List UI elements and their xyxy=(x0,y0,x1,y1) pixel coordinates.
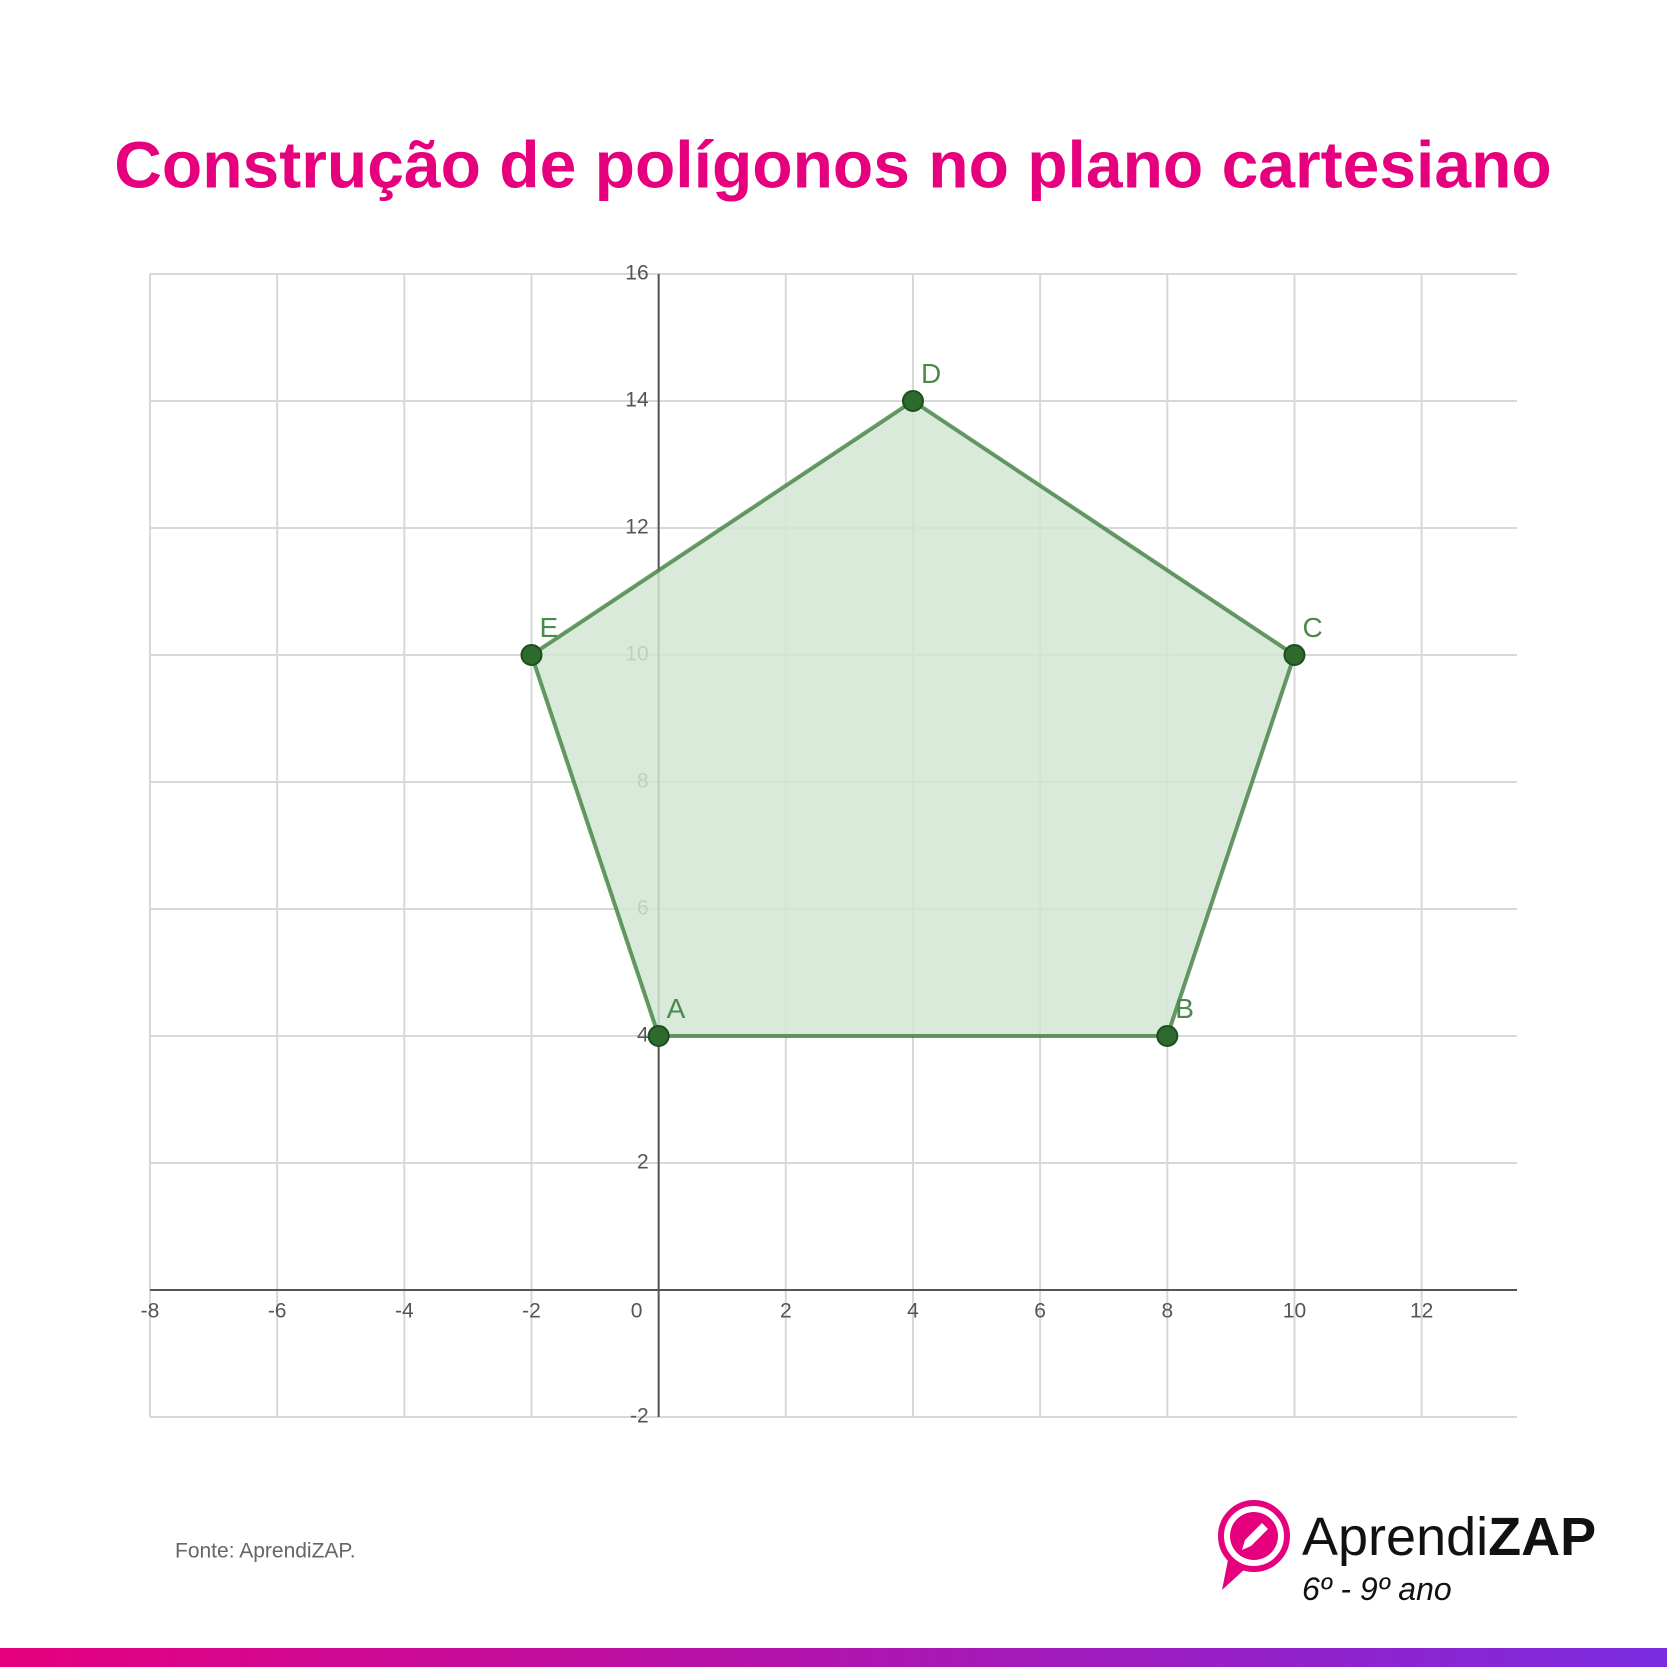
x-tick-label: -2 xyxy=(522,1300,541,1323)
x-tick-label: 6 xyxy=(1034,1300,1046,1323)
x-tick-label: 2 xyxy=(780,1300,792,1323)
x-tick-label: 12 xyxy=(1410,1300,1433,1323)
polygon xyxy=(529,398,1297,1038)
y-tick-label: 12 xyxy=(625,516,648,539)
vertex xyxy=(1156,1025,1179,1047)
y-tick-label: 4 xyxy=(637,1024,649,1047)
x-tick-label: 10 xyxy=(1283,1300,1306,1323)
x-tick-label: 4 xyxy=(907,1300,919,1323)
brand-light: Aprendi xyxy=(1302,1507,1488,1567)
x-tick-label: 8 xyxy=(1161,1300,1173,1323)
source: Fonte: AprendiZAP. xyxy=(175,1540,356,1563)
vertex-label: C xyxy=(1302,612,1322,643)
vertex-label: E xyxy=(539,612,558,643)
footer-bar xyxy=(0,1648,1667,1667)
x-tick-label: -4 xyxy=(395,1300,414,1323)
brand: AprendiZAP xyxy=(1302,1507,1596,1567)
vertex xyxy=(647,1025,670,1047)
vertex-label: A xyxy=(667,993,686,1024)
x-tick-label: -8 xyxy=(141,1300,160,1323)
vertex-label: D xyxy=(921,358,941,389)
vertex xyxy=(901,390,924,412)
y-tick-label: 2 xyxy=(637,1151,649,1174)
y-tick-label: 14 xyxy=(625,389,649,412)
vertex xyxy=(1283,644,1306,666)
brand-bold: ZAP xyxy=(1488,1507,1596,1567)
title: Construção de polígonos no plano cartesi… xyxy=(114,127,1551,201)
y-tick-label: -2 xyxy=(630,1405,649,1428)
y-tick-label: 16 xyxy=(625,262,648,285)
logo-icon xyxy=(1218,1500,1290,1590)
vertex xyxy=(520,644,543,666)
grade: 6º - 9º ano xyxy=(1302,1571,1452,1607)
x-tick-label: 0 xyxy=(631,1300,643,1323)
x-tick-label: -6 xyxy=(268,1300,287,1323)
vertex-label: B xyxy=(1175,993,1194,1024)
